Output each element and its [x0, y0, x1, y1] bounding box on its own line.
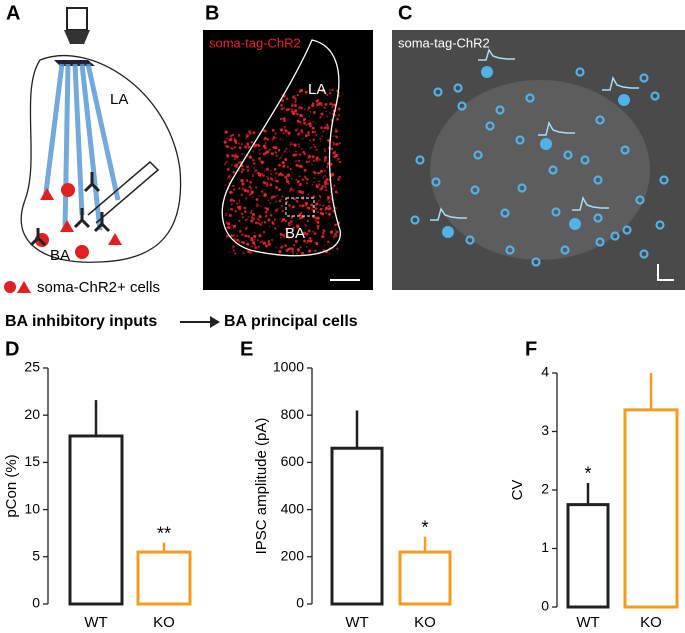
x-tick-label: KO [153, 614, 175, 631]
x-tick-label: WT [345, 614, 368, 631]
panel-label: D [5, 338, 19, 360]
y-axis-label: IPSC amplitude (pA) [253, 418, 270, 555]
bar [330, 446, 384, 606]
bar [398, 550, 452, 606]
y-tick-label: 400 [281, 500, 305, 516]
bar [68, 434, 124, 606]
y-tick-label: 4 [541, 364, 549, 380]
objective [66, 7, 88, 31]
micrograph [203, 30, 373, 290]
x-tick-label: WT [84, 614, 107, 631]
principal-cells [29, 172, 111, 247]
y-tick-label: 3 [541, 422, 549, 438]
bar-chart: F CV 0 1 2 3 4 WT * KO [509, 338, 679, 631]
heading: BA principal cells [224, 313, 358, 330]
bar [566, 503, 610, 609]
panel-label: C [398, 2, 412, 24]
heading: BA inhibitory inputs [5, 313, 157, 330]
light-beams [42, 63, 121, 231]
y-tick-label: 1 [541, 539, 549, 555]
bar [136, 550, 192, 606]
significance: ** [157, 523, 171, 543]
y-tick-label: 2 [541, 481, 549, 497]
chr2-cells [35, 183, 122, 259]
y-tick-label: 0 [32, 595, 40, 611]
panel-label: B [205, 2, 219, 24]
y-axis-label: CV [509, 480, 526, 501]
objective [64, 30, 90, 44]
legend-circle [4, 281, 16, 293]
significance: * [584, 464, 591, 484]
pipette [87, 160, 160, 224]
arrow [210, 316, 220, 328]
panel-c: C soma-tag-ChR2 [392, 2, 685, 290]
y-tick-label: 25 [24, 359, 40, 375]
cell-markers [410, 67, 669, 267]
bar-chart: E IPSC amplitude (pA) 0 200 400 600 800 1000 WT K… [240, 338, 452, 631]
legend-triangle [17, 281, 31, 293]
outline [221, 39, 341, 257]
region-label: LA [110, 91, 128, 108]
labelled-cells [223, 88, 342, 255]
panel-a: A LA BA soma-ChR2+ cells [4, 2, 182, 296]
tag-label: soma-tag-ChR2 [209, 35, 301, 50]
recorded-cells [442, 66, 630, 238]
x-tick-label: KO [414, 614, 436, 631]
region-label: BA [285, 225, 305, 242]
y-tick-label: 1000 [273, 359, 304, 375]
bar [623, 408, 679, 609]
panel-label: A [6, 2, 20, 24]
region-label: BA [50, 247, 70, 264]
y-axis-label: pCon (%) [3, 454, 20, 517]
y-tick-label: 20 [24, 406, 40, 422]
x-tick-label: KO [640, 614, 662, 631]
significance: * [421, 517, 428, 537]
y-tick-label: 600 [281, 453, 305, 469]
y-tick-label: 10 [24, 500, 40, 516]
outline [20, 55, 182, 263]
y-tick-label: 800 [281, 406, 305, 422]
y-tick-label: 5 [32, 548, 40, 564]
y-tick-label: 200 [281, 548, 305, 564]
panel-b: B LA BA soma-tag-ChR2 [203, 2, 373, 290]
panel-label: F [525, 338, 537, 360]
inset-box [285, 197, 315, 217]
y-tick-label: 0 [296, 595, 304, 611]
tag-label: soma-tag-ChR2 [398, 35, 490, 50]
y-tick-label: 15 [24, 453, 40, 469]
legend-text: soma-ChR2+ cells [37, 279, 160, 296]
x-tick-label: WT [576, 614, 599, 631]
scale-bar [657, 264, 674, 281]
panel-label: E [240, 338, 253, 360]
y-tick-label: 0 [541, 598, 549, 614]
traces [430, 48, 639, 221]
region-label: LA [308, 81, 326, 98]
